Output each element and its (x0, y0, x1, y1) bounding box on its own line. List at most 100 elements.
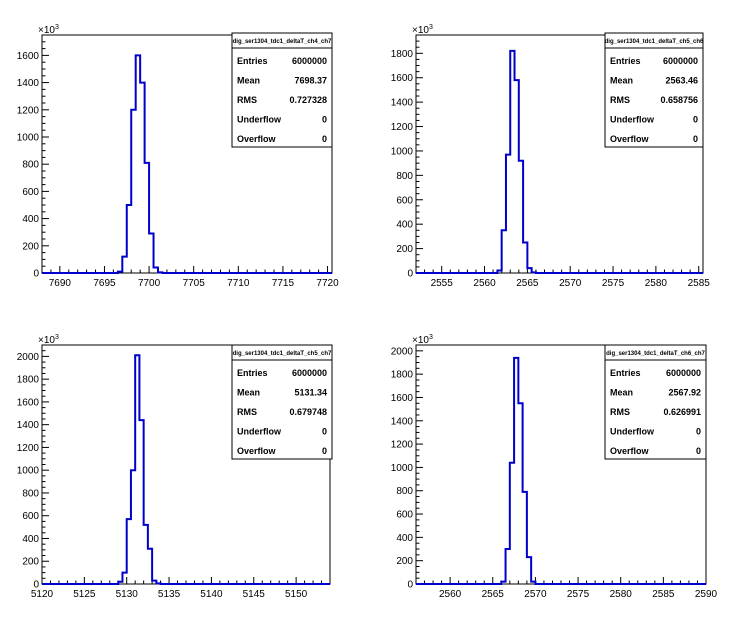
y-tick-label: 2000 (391, 346, 414, 357)
x-tick-label: 5145 (243, 589, 266, 600)
x-tick-label: 2585 (652, 589, 675, 600)
stats-label: Underflow (610, 115, 655, 125)
stats-value: 0.679748 (289, 407, 327, 417)
y-tick-label: 1000 (17, 133, 40, 144)
y-tick-label: 1400 (391, 98, 414, 109)
stats-box: dig_ser1304_tdc1_deltaT_ch6_ch7 Entries 60… (604, 344, 707, 460)
stats-value: 0 (322, 115, 327, 125)
stats-box: dig_ser1304_tdc1_deltaT_ch5_ch7 Entries 60… (231, 344, 333, 460)
stats-value: 7698.37 (294, 76, 327, 86)
x-tick-label: 5140 (200, 589, 223, 600)
stats-label: RMS (610, 95, 630, 105)
histogram-outline (416, 356, 706, 585)
y-tick-label: 400 (22, 214, 39, 225)
y-axis-multiplier: ×103 (412, 334, 433, 346)
stats-label: Overflow (237, 134, 277, 144)
y-tick-label: 600 (22, 511, 39, 522)
x-tick-label: 2560 (439, 589, 462, 600)
y-tick-label: 400 (22, 534, 39, 545)
y-tick-label: 2000 (17, 352, 40, 363)
stats-box-title: dig_ser1304_tdc1_deltaT_ch5_ch7 (233, 351, 332, 357)
y-tick-label: 1200 (391, 122, 414, 133)
y-tick-label: 400 (396, 220, 413, 231)
stats-value: 2563.46 (665, 76, 698, 86)
x-tick-label: 7715 (272, 278, 295, 289)
x-tick-label: 7695 (93, 278, 116, 289)
stats-label: RMS (610, 407, 630, 417)
y-tick-label: 1600 (391, 73, 414, 84)
y-tick-label: 600 (396, 195, 413, 206)
histogram-outline (42, 354, 330, 585)
x-tick-label: 2570 (524, 589, 547, 600)
stats-label: Entries (237, 56, 268, 66)
x-tick-label: 2565 (516, 278, 539, 289)
stats-label: Underflow (610, 427, 655, 437)
stats-box-title: dig_ser1304_tdc1_deltaT_ch6_ch7 (606, 351, 705, 357)
x-tick-label: 5125 (73, 589, 96, 600)
y-tick-label: 0 (33, 580, 39, 591)
y-tick-label: 200 (396, 556, 413, 567)
stats-value: 0.658756 (660, 95, 698, 105)
y-tick-label: 800 (22, 160, 39, 171)
stats-label: Entries (610, 368, 641, 378)
stats-value: 5131.34 (294, 388, 327, 398)
x-tick-label: 2565 (482, 589, 505, 600)
stats-value: 6000000 (292, 56, 327, 66)
stats-box-frame (604, 344, 707, 460)
stats-label: Entries (610, 56, 641, 66)
stats-value: 0.626991 (663, 407, 701, 417)
y-tick-label: 600 (22, 187, 39, 198)
x-tick-label: 7710 (227, 278, 250, 289)
y-axis-multiplier: ×103 (412, 24, 433, 36)
y-axis-multiplier: ×103 (38, 334, 59, 346)
stats-label: RMS (237, 95, 257, 105)
y-tick-label: 600 (396, 510, 413, 521)
stats-label: RMS (237, 407, 257, 417)
x-tick-label: 2590 (695, 589, 718, 600)
stats-value: 2567.92 (668, 388, 701, 398)
y-tick-label: 1200 (391, 440, 414, 451)
stats-value: 6000000 (663, 56, 698, 66)
y-tick-label: 200 (22, 557, 39, 568)
stats-label: Overflow (610, 134, 650, 144)
x-tick-label: 2555 (431, 278, 454, 289)
y-tick-label: 1400 (391, 416, 414, 427)
stats-label: Overflow (237, 446, 277, 456)
x-tick-label: 2575 (567, 589, 590, 600)
stats-label: Mean (237, 388, 260, 398)
stats-label: Entries (237, 368, 268, 378)
y-tick-label: 1000 (391, 463, 414, 474)
stats-label: Underflow (237, 427, 282, 437)
y-tick-label: 800 (396, 171, 413, 182)
y-tick-label: 200 (396, 244, 413, 255)
x-tick-label: 5130 (116, 589, 139, 600)
y-tick-label: 1800 (17, 375, 40, 386)
stats-label: Mean (610, 76, 633, 86)
stats-label: Mean (610, 388, 633, 398)
stats-value: 0 (322, 134, 327, 144)
y-tick-label: 200 (22, 241, 39, 252)
x-tick-label: 2570 (559, 278, 582, 289)
y-tick-label: 800 (396, 486, 413, 497)
y-tick-label: 1800 (391, 370, 414, 381)
histogram-outline (416, 49, 703, 274)
y-tick-label: 1600 (17, 397, 40, 408)
stats-box-title: dig_ser1304_tdc1_deltaT_ch4_ch7 (233, 39, 332, 45)
y-tick-label: 1400 (17, 78, 40, 89)
y-tick-label: 1200 (17, 105, 40, 116)
x-tick-label: 7720 (316, 278, 339, 289)
histogram-outline (42, 54, 332, 274)
stats-value: 0 (693, 115, 698, 125)
x-tick-label: 7705 (183, 278, 206, 289)
histogram-panel-4: 2560 2565 2570 2575 2580 2585 2590 0 200 400 600 80… (391, 334, 718, 600)
stats-box: dig_ser1304_tdc1_deltaT_ch5_ch6 Entries 60… (604, 32, 704, 148)
stats-value: 6000000 (292, 368, 327, 378)
x-tick-label: 2580 (645, 278, 668, 289)
y-axis-multiplier: ×103 (38, 24, 59, 36)
stats-label: Mean (237, 76, 260, 86)
x-tick-label: 2580 (610, 589, 633, 600)
histogram-panel-2: 2555 2560 2565 2570 2575 2580 2585 0 200 400 600 80… (391, 24, 711, 289)
y-tick-label: 0 (407, 269, 413, 280)
stats-box-frame (604, 32, 704, 148)
